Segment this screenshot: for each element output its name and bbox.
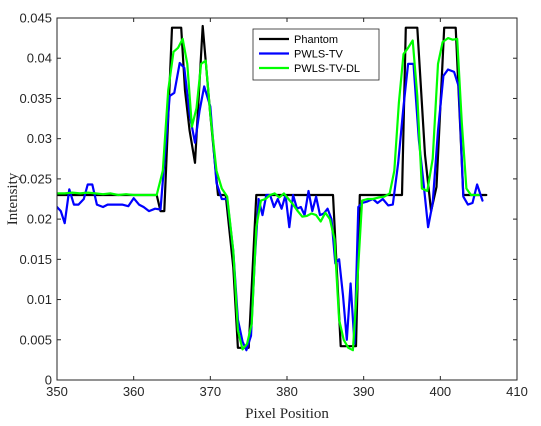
series-line-3: [57, 36, 480, 352]
x-tick-label: 400: [429, 384, 451, 399]
y-axis-title: Intensity: [5, 172, 21, 225]
y-tick-label: 0.03: [27, 131, 52, 146]
legend-label-3: PWLS-TV-DL: [294, 63, 360, 75]
y-tick-label: 0.02: [27, 212, 52, 227]
y-tick-label: 0.025: [19, 171, 52, 186]
y-tick-label: 0.01: [27, 292, 52, 307]
series-layer: [57, 24, 488, 352]
y-axis: 0 0.005 0.01 0.015 0.02 0.025 0.03 0.035 0.04 0.0…: [19, 11, 517, 388]
y-tick-label: 0.035: [19, 91, 52, 106]
x-tick-label: 350: [46, 384, 68, 399]
y-tick-label: 0: [45, 373, 52, 388]
y-tick-label: 0.015: [19, 252, 52, 267]
legend-label-1: Phantom: [294, 34, 338, 46]
x-tick-label: 370: [199, 384, 221, 399]
x-tick-label: 380: [276, 384, 298, 399]
x-axis: 350 360 370 380 390 400 410: [46, 18, 528, 399]
x-axis-title: Pixel Position: [245, 406, 329, 422]
y-tick-label: 0.04: [27, 51, 52, 66]
x-tick-label: 360: [123, 384, 145, 399]
x-tick-label: 410: [506, 384, 528, 399]
legend-label-2: PWLS-TV: [294, 49, 344, 61]
x-tick-label: 390: [353, 384, 375, 399]
y-tick-label: 0.005: [19, 332, 52, 347]
legend: Phantom PWLS-TV PWLS-TV-DL: [252, 28, 380, 81]
y-tick-label: 0.045: [19, 11, 52, 26]
series-line-2: [57, 61, 484, 352]
